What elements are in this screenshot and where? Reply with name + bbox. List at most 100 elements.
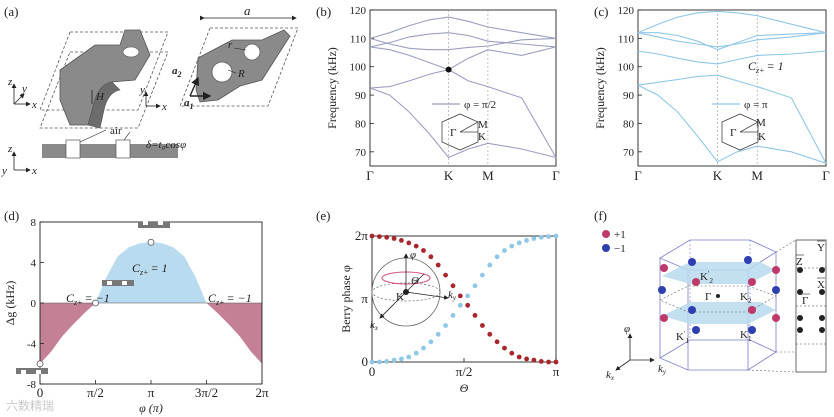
sphere-kx: kx	[370, 319, 379, 332]
point-red	[457, 293, 463, 299]
point-red	[399, 238, 404, 243]
y-tick-label: 100	[618, 62, 635, 74]
point-blue	[406, 354, 412, 360]
chern-c: Cz+ = 1	[748, 59, 784, 75]
label-k1: K1	[740, 329, 752, 343]
label-k2: K2	[740, 291, 752, 305]
band-line-band6	[369, 16, 557, 39]
x-tick-label: 0	[369, 364, 376, 379]
bz-c-gamma: Γ	[730, 127, 736, 139]
surface-y: Y	[817, 242, 825, 254]
weyl-points	[658, 256, 780, 334]
x-tick-label: K	[444, 168, 454, 183]
point-red	[553, 359, 559, 365]
point-blue	[377, 359, 382, 365]
bz-b-m: M	[478, 119, 488, 131]
area-negative-left	[40, 303, 96, 364]
chart-d: -8 -4 0 4 8 0 π/2 π 3π/2 2π φ (π) Δg (kHz)	[3, 217, 269, 415]
point-red	[480, 323, 485, 328]
band-line-band5	[369, 37, 557, 51]
legend-c: φ = π	[744, 99, 768, 111]
y-tick-label: 100	[350, 62, 367, 74]
dim-h: H	[95, 91, 105, 103]
structure-icon-bottom	[16, 368, 48, 374]
y-axis-label: Δg (kHz)	[3, 281, 17, 326]
panel-e: (e) 0 π 2π 0 π/2 π Θ Berry phase φ φ Θ K ky kx	[316, 208, 560, 395]
legend-minus-marker	[602, 244, 610, 252]
point-red	[369, 233, 375, 239]
band-line-band2	[369, 69, 557, 158]
point-red	[377, 234, 382, 240]
area-positive	[95, 242, 207, 303]
point-red	[421, 248, 426, 253]
x-tick-label: Γ	[634, 168, 642, 183]
axis-f-ky: ky	[658, 363, 667, 376]
point-red	[384, 234, 390, 240]
point-red	[524, 356, 529, 362]
x-tick-label: K	[713, 168, 723, 183]
label-k1p: K′1	[676, 330, 689, 345]
band-line-band5	[638, 32, 827, 51]
axis3-x-label: x	[31, 165, 37, 177]
label-gamma: Γ	[705, 291, 711, 303]
point-red	[531, 357, 537, 363]
point-blue	[516, 240, 522, 246]
point-blue	[531, 236, 537, 241]
point-blue	[524, 238, 529, 243]
point-blue	[369, 359, 375, 365]
structure-icon-top	[138, 221, 170, 228]
sphere-phi: φ	[410, 249, 416, 261]
point-blue	[546, 234, 551, 240]
y-tick-label: -4	[27, 339, 37, 351]
y-tick-label: 120	[350, 5, 367, 17]
axes-3d-a: z x y	[7, 76, 37, 111]
sphere-theta: Θ	[411, 275, 419, 287]
watermark: 六数精瑞	[6, 398, 54, 413]
point-red	[406, 240, 412, 246]
air-label: air	[110, 125, 122, 137]
vec-a1: a1	[184, 97, 194, 111]
bloch-sphere: φ Θ K ky kx	[370, 249, 457, 332]
band-line-band4	[369, 32, 557, 48]
dim-R: R	[237, 68, 245, 80]
point-red	[516, 354, 522, 360]
x-tick-label: 3π/2	[195, 385, 218, 400]
cross-section: air δ=t₀cosφ z x y	[1, 125, 186, 177]
sphere-ky: ky	[448, 289, 457, 302]
point-blue	[487, 262, 493, 268]
point-red	[487, 331, 493, 337]
x-tick-label: M	[482, 168, 494, 183]
axis2-y-label: y	[139, 84, 145, 96]
point-blue	[391, 357, 397, 363]
panel-a: (a) H z x y a r	[1, 3, 299, 177]
y-tick-label: 4	[31, 258, 37, 270]
point-blue	[399, 356, 404, 362]
y-tick-label: 110	[618, 33, 635, 45]
axis3-z-label: z	[7, 143, 13, 155]
unit-cell-2d: a r R a1 a2 y x	[139, 3, 299, 113]
point-blue	[538, 234, 544, 240]
y-tick-label: 110	[350, 33, 367, 45]
panel-d-label: (d)	[4, 208, 19, 223]
y-tick-label: π	[361, 291, 368, 306]
point-red	[413, 243, 419, 249]
axis-f-kx: kx	[606, 369, 615, 382]
point-red	[538, 359, 544, 364]
point-red	[435, 262, 441, 268]
panel-d: (d) -8 -4 0 4 8 0 π/2 π 3π/2 2π φ (π) Δg (kHz) Cz+ =…	[3, 208, 269, 415]
point-blue	[457, 302, 463, 308]
legend-plus-marker	[602, 230, 610, 238]
point-blue	[428, 339, 434, 345]
panel-f-label: (f)	[594, 208, 607, 223]
sphere-k: K	[396, 291, 404, 303]
point-red	[391, 236, 397, 241]
x-axis-label: φ (π)	[139, 401, 163, 415]
highlight-point	[92, 299, 99, 307]
y-tick-label: 120	[618, 5, 635, 17]
point-blue	[413, 350, 419, 356]
band-line-band1	[637, 84, 827, 164]
axis2-x-label: x	[161, 101, 167, 113]
